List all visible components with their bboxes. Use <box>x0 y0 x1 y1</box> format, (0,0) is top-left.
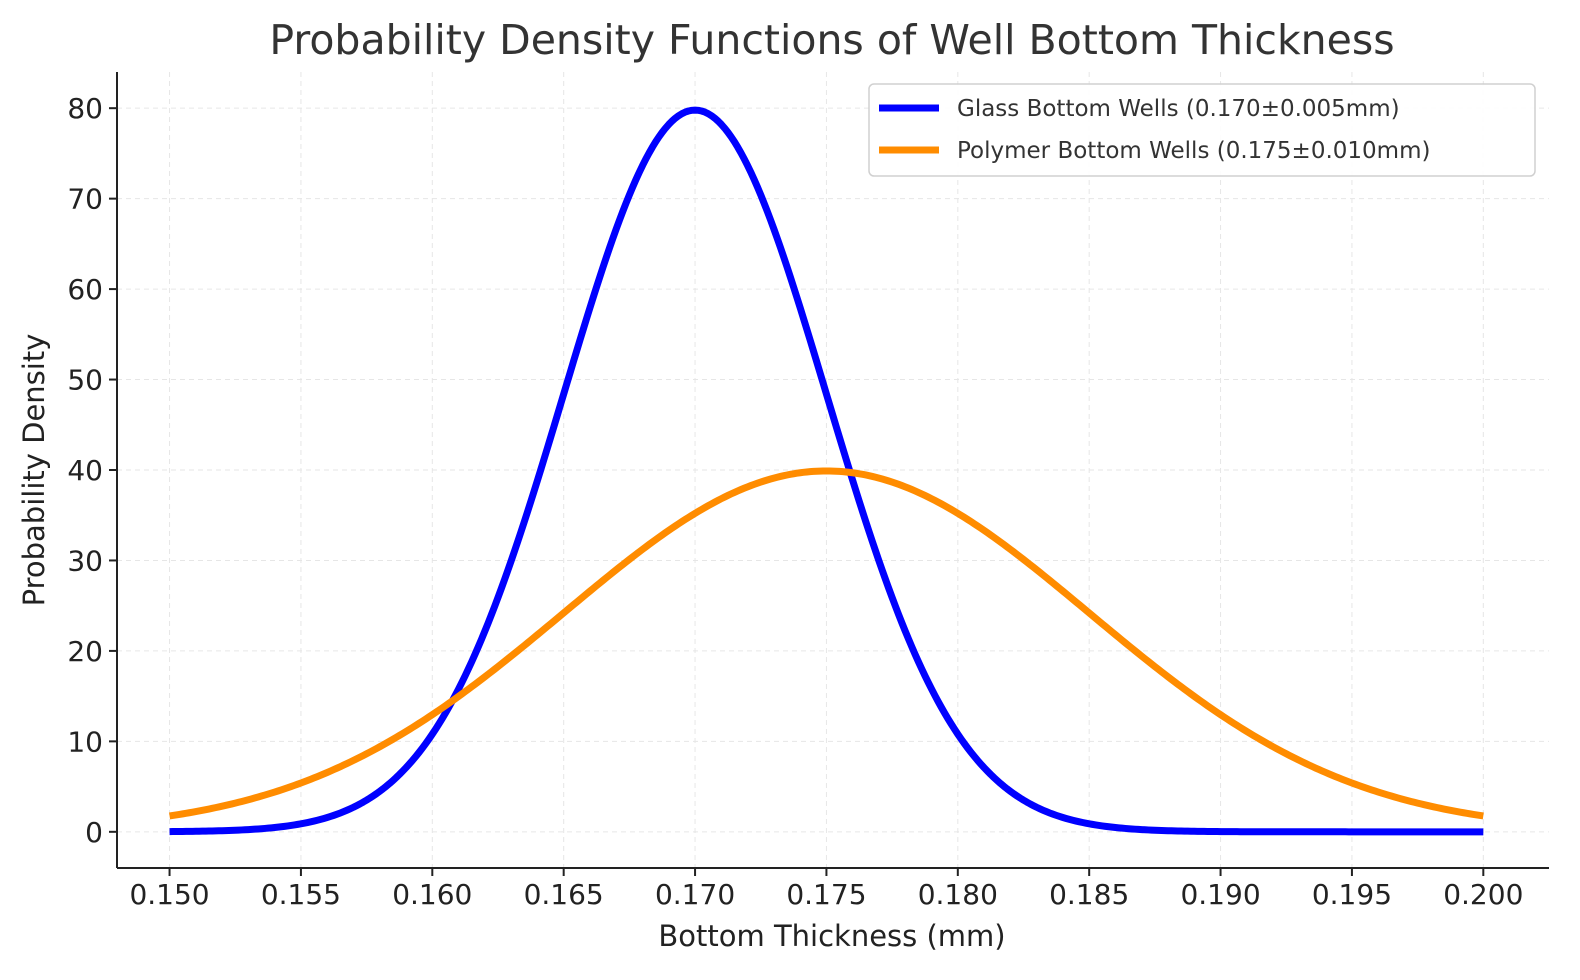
y-tick-label: 60 <box>67 273 103 306</box>
y-tick-label: 40 <box>67 454 103 487</box>
tick-labels: 0.150 0.155 0.160 0.165 0.170 0.175 0.180 0.185… <box>67 92 1523 911</box>
x-axis-label: Bottom Thickness (mm) <box>658 919 1005 953</box>
x-tick-label: 0.175 <box>786 878 866 911</box>
x-tick-label: 0.165 <box>524 878 604 911</box>
x-tick-label: 0.185 <box>1049 878 1129 911</box>
axes <box>109 72 1549 876</box>
legend: Glass Bottom Wells (0.170±0.005mm) Polyme… <box>868 83 1536 177</box>
y-tick-label: 50 <box>67 364 103 397</box>
legend-box <box>868 83 1536 177</box>
x-tick-label: 0.190 <box>1180 878 1260 911</box>
x-tick-label: 0.155 <box>261 878 341 911</box>
legend-label-0: Glass Bottom Wells (0.170±0.005mm) <box>957 96 1400 122</box>
x-tick-label: 0.195 <box>1312 878 1392 911</box>
x-tick-label: 0.170 <box>655 878 735 911</box>
series-layer <box>169 106 1484 836</box>
y-tick-label: 30 <box>67 544 103 577</box>
series-line-1 <box>169 467 1484 820</box>
series-line-0 <box>169 106 1484 836</box>
y-tick-label: 10 <box>67 725 103 758</box>
legend-label-1: Polymer Bottom Wells (0.175±0.010mm) <box>957 138 1430 164</box>
y-axis-label: Probability Density <box>17 334 51 607</box>
y-tick-label: 70 <box>67 183 103 216</box>
x-tick-label: 0.180 <box>918 878 998 911</box>
y-tick-label: 20 <box>67 635 103 668</box>
grid-lines <box>117 72 1549 868</box>
x-tick-label: 0.200 <box>1443 878 1523 911</box>
x-tick-label: 0.150 <box>129 878 209 911</box>
x-tick-label: 0.160 <box>392 878 472 911</box>
y-tick-label: 0 <box>85 816 103 849</box>
chart-title: Probability Density Functions of Well Bo… <box>269 16 1394 64</box>
y-tick-label: 80 <box>67 92 103 125</box>
